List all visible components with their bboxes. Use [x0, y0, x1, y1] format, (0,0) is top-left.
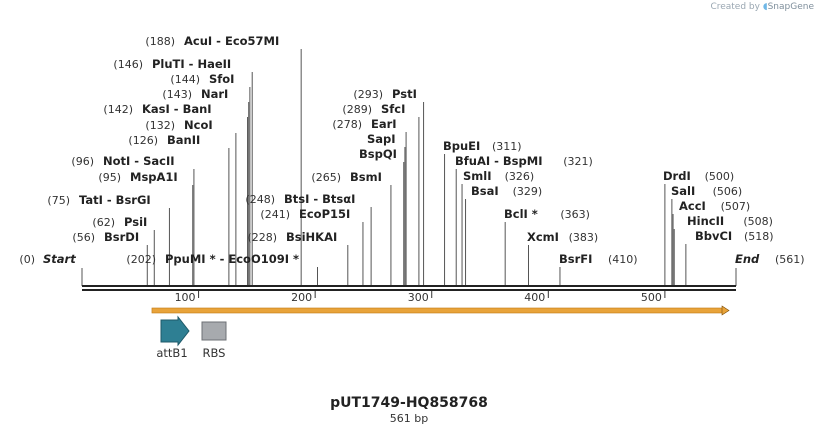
- plasmid-name: pUT1749-HQ858768: [330, 395, 488, 411]
- ruler-tick-label: 100: [175, 291, 196, 304]
- end-position: (561): [775, 253, 805, 266]
- credit-prefix: Created by: [710, 2, 760, 12]
- enzyme-position: (508): [743, 215, 773, 228]
- enzyme-site-smli: SmlI: [463, 169, 492, 183]
- enzyme-position: (228): [247, 231, 277, 244]
- enzyme-site-tati: TatI - BsrGI: [79, 193, 151, 207]
- enzyme-position: (126): [128, 134, 158, 147]
- orf-arrowhead-icon: [721, 305, 730, 316]
- enzyme-position: (142): [103, 103, 133, 116]
- ruler-tick-label: 200: [291, 291, 312, 304]
- enzyme-position: (410): [608, 253, 638, 266]
- start-label: Start: [43, 252, 76, 266]
- enzyme-position: (363): [560, 208, 590, 221]
- enzyme-position: (383): [569, 231, 599, 244]
- enzyme-site-sali: SalI: [671, 184, 695, 198]
- plasmid-length: 561 bp: [389, 412, 429, 425]
- enzyme-position: (56): [72, 231, 95, 244]
- enzyme-position: (293): [353, 88, 383, 101]
- enzyme-position: (321): [563, 155, 593, 168]
- enzyme-position: (265): [311, 171, 341, 184]
- enzyme-position: (188): [145, 35, 175, 48]
- enzyme-site-bsmi: BsmI: [350, 170, 382, 184]
- enzyme-site-eari: EarI: [371, 117, 397, 131]
- enzyme-site-acci: AccI: [679, 199, 706, 213]
- enzyme-position: (518): [744, 230, 774, 243]
- enzyme-position: (132): [145, 119, 175, 132]
- enzyme-site-nari: NarI: [201, 87, 228, 101]
- feature-label-rbs: RBS: [203, 346, 226, 360]
- enzyme-site-ncoi: NcoI: [184, 118, 213, 132]
- attb1-arrow-icon: [160, 315, 190, 347]
- enzyme-site-btsi: BtsI - BtsαI: [284, 192, 355, 206]
- enzyme-site-sapi: SapI: [367, 132, 396, 146]
- enzyme-site-banii: BanII: [167, 133, 200, 147]
- enzyme-position: (248): [245, 193, 275, 206]
- enzyme-site-bcli: BclI *: [504, 207, 538, 221]
- snapgene-logo-icon: ◖: [762, 2, 768, 12]
- enzyme-position: (202): [126, 253, 156, 266]
- credit-brand: SnapGene: [767, 2, 814, 12]
- enzyme-site-sfoi: SfoI: [209, 72, 234, 86]
- end-label: End: [735, 252, 760, 266]
- enzyme-position: (241): [260, 208, 290, 221]
- enzyme-position: (278): [332, 118, 362, 131]
- ruler-tick-label: 500: [641, 291, 662, 304]
- snapgene-credit: Created by ◖SnapGene: [710, 2, 814, 12]
- enzyme-site-ppumi: PpuMI * - EcoO109I *: [165, 252, 299, 266]
- feature-label-attb1: attB1: [156, 346, 187, 360]
- enzyme-position: (96): [71, 155, 94, 168]
- enzyme-site-acui: AcuI - Eco57MI: [184, 34, 279, 48]
- enzyme-site-bsrdi: BsrDI: [104, 230, 139, 244]
- rbs-box-icon: [201, 321, 227, 341]
- ruler-tick-label: 400: [524, 291, 545, 304]
- enzyme-position: (311): [492, 140, 522, 153]
- orf-bar: [151, 307, 724, 314]
- enzyme-site-bpuei: BpuEI: [443, 139, 480, 153]
- enzyme-site-kasi: KasI - BanI: [142, 102, 212, 116]
- enzyme-position: (143): [162, 88, 192, 101]
- enzyme-position: (95): [98, 171, 121, 184]
- enzyme-site-xcmi: XcmI: [527, 230, 559, 244]
- enzyme-position: (146): [113, 58, 143, 71]
- enzyme-site-psii: PsiI: [124, 215, 147, 229]
- enzyme-site-bsai: BsaI: [471, 184, 499, 198]
- enzyme-site-pluti: PluTI - HaeII: [152, 57, 231, 71]
- enzyme-position: (329): [513, 185, 543, 198]
- start-position: (0): [19, 253, 35, 266]
- ruler-tick-label: 300: [408, 291, 429, 304]
- enzyme-site-hincii: HincII: [687, 214, 724, 228]
- enzyme-site-noti: NotI - SacII: [103, 154, 175, 168]
- enzyme-site-bsihkai: BsiHKAI: [286, 230, 337, 244]
- enzyme-position: (289): [342, 103, 372, 116]
- enzyme-position: (326): [505, 170, 535, 183]
- enzyme-site-ecop15i: EcoP15I: [299, 207, 350, 221]
- enzyme-site-bsrfi: BsrFI: [559, 252, 592, 266]
- enzyme-site-bspqi: BspQI: [359, 147, 397, 161]
- enzyme-site-bfuai: BfuAI - BspMI: [455, 154, 542, 168]
- enzyme-site-drdi: DrdI: [663, 169, 691, 183]
- enzyme-position: (144): [170, 73, 200, 86]
- enzyme-position: (506): [713, 185, 743, 198]
- enzyme-position: (62): [92, 216, 115, 229]
- enzyme-site-sfci: SfcI: [381, 102, 405, 116]
- enzyme-site-psti: PstI: [392, 87, 417, 101]
- enzyme-site-bbvci: BbvCI: [695, 229, 732, 243]
- enzyme-position: (507): [721, 200, 751, 213]
- enzyme-site-mspa1i: MspA1I: [130, 170, 178, 184]
- enzyme-position: (500): [705, 170, 735, 183]
- enzyme-position: (75): [47, 194, 70, 207]
